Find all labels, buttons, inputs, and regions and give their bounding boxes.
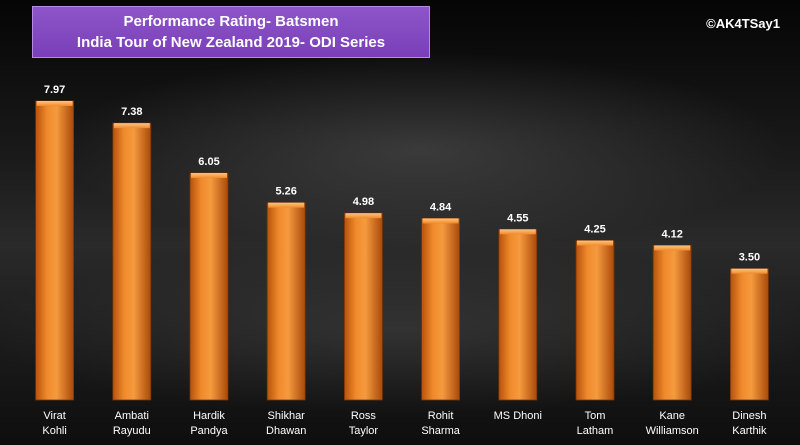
- category-label-0: Virat Kohli: [42, 410, 66, 437]
- category-label-1: Ambati Rayudu: [113, 410, 151, 437]
- category-label-6: MS Dhoni: [494, 410, 542, 422]
- bar-9: [730, 268, 769, 401]
- value-label-8: 4.12: [661, 228, 682, 240]
- value-label-6: 4.55: [507, 212, 528, 224]
- bar-cap-2: [191, 173, 227, 179]
- bar-cap-5: [422, 218, 459, 224]
- bar-5: [421, 218, 461, 401]
- bar-cap-7: [577, 240, 613, 246]
- bar-8: [652, 245, 692, 401]
- chart-title-box: Performance Rating- Batsmen India Tour o…: [32, 6, 430, 58]
- bar-cap-8: [654, 245, 691, 251]
- value-label-3: 5.26: [275, 186, 296, 198]
- bar-6: [498, 228, 538, 401]
- bar-3: [266, 202, 306, 401]
- category-label-4: Ross Taylor: [349, 410, 379, 437]
- value-label-5: 4.84: [430, 201, 452, 213]
- bar-cap-3: [268, 202, 305, 208]
- value-label-0: 7.97: [44, 84, 65, 96]
- category-label-7: Tom Latham: [577, 410, 614, 437]
- bar-2: [189, 172, 229, 401]
- category-label-3: Shikhar Dhawan: [266, 410, 306, 437]
- watermark: ©AK4TSay1: [706, 16, 780, 31]
- bar-7: [575, 240, 615, 401]
- bar-cap-6: [499, 229, 536, 235]
- value-label-2: 6.05: [198, 156, 219, 168]
- category-label-8: Kane Williamson: [646, 410, 699, 437]
- bar-cap-9: [731, 268, 768, 274]
- chart-title-line-2: India Tour of New Zealand 2019- ODI Seri…: [76, 34, 386, 51]
- bar-cap-4: [345, 213, 382, 219]
- category-label-2: Hardik Pandya: [190, 410, 228, 437]
- bar-1: [112, 122, 152, 401]
- category-label-9: Dinesh Karthik: [732, 410, 767, 437]
- category-label-5: Rohit Sharma: [421, 410, 460, 437]
- bar-4: [343, 212, 383, 401]
- bar-cap-1: [113, 123, 150, 129]
- value-label-9: 3.50: [739, 252, 760, 264]
- value-label-4: 4.98: [353, 196, 374, 208]
- value-label-7: 4.25: [584, 224, 605, 236]
- bar-cap-0: [36, 101, 73, 106]
- bar-0: [35, 100, 74, 401]
- chart-title-line-1: Performance Rating- Batsmen: [123, 13, 339, 30]
- value-label-1: 7.38: [121, 106, 142, 118]
